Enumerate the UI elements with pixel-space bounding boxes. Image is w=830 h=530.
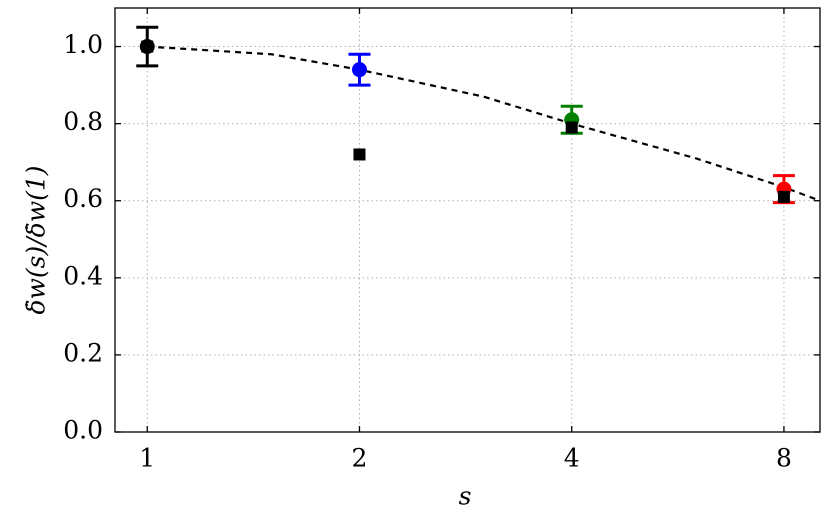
point (141, 40, 154, 53)
x-tick-label: 1 (139, 444, 155, 473)
x-axis-label: s (459, 482, 472, 511)
point (565, 121, 578, 134)
point (777, 190, 790, 203)
x-tick-label: 4 (564, 444, 580, 473)
point (351, 62, 367, 78)
y-axis-label: δ̇w(s)/δ̇w(1) (22, 165, 51, 314)
y-tick-label: 0.8 (63, 107, 103, 136)
y-tick-label: 0.2 (63, 338, 103, 367)
x-tick-label: 8 (776, 444, 792, 473)
fit-curve (147, 45, 821, 202)
y-tick-label: 1.0 (63, 30, 103, 59)
x-tick-label: 2 (352, 444, 368, 473)
point (353, 148, 366, 161)
y-tick-label: 0.4 (63, 261, 103, 290)
y-tick-label: 0.6 (63, 184, 103, 213)
plot-frame (114, 7, 821, 433)
y-tick-label: 0.0 (63, 416, 103, 445)
